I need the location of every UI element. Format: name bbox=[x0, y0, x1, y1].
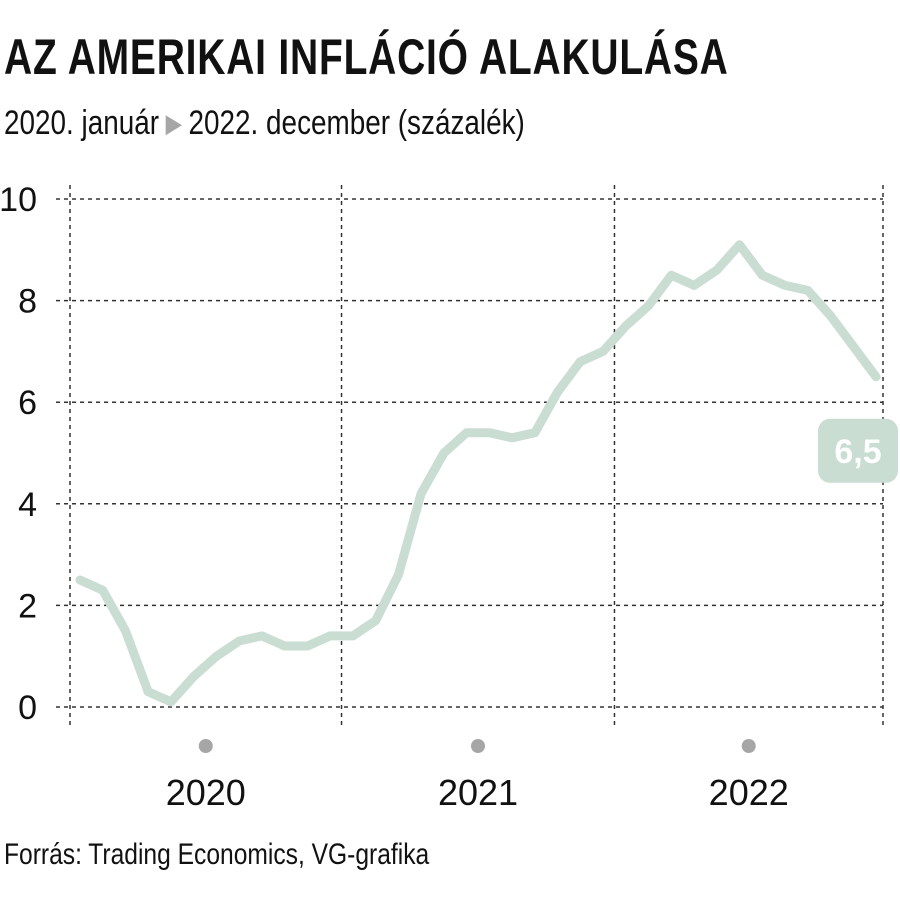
y-tick-label-0: 0 bbox=[18, 689, 37, 727]
chart-subtitle: 2020. január ▶ 2022. december (százalék) bbox=[4, 104, 525, 143]
chart-title: AZ AMERIKAI INFLÁCIÓ ALAKULÁSA bbox=[4, 29, 729, 85]
year-label-2022: 2022 bbox=[709, 772, 789, 813]
end-value-callout: 6,5 bbox=[818, 418, 898, 483]
y-tick-label-8: 8 bbox=[18, 283, 37, 321]
y-tick-label-4: 4 bbox=[18, 486, 37, 524]
x-axis-years: 2020 2021 2022 bbox=[166, 739, 789, 813]
inflation-line bbox=[75, 240, 881, 707]
source-note: Forrás: Trading Economics, VG-grafika bbox=[4, 838, 430, 871]
y-axis-labels: 0 2 4 6 8 10 bbox=[0, 181, 37, 727]
subtitle-end: 2022. december (százalék) bbox=[188, 104, 525, 142]
year-label-2021: 2021 bbox=[438, 772, 518, 813]
y-tick-label-10: 10 bbox=[0, 181, 37, 219]
year-label-2020: 2020 bbox=[166, 772, 246, 813]
y-tick-label-2: 2 bbox=[18, 587, 37, 625]
play-arrow-icon: ▶ bbox=[165, 108, 182, 138]
year-dot-2020 bbox=[198, 739, 213, 753]
subtitle-start: 2020. január bbox=[4, 104, 160, 142]
callout-value: 6,5 bbox=[834, 433, 881, 471]
callout-box bbox=[818, 418, 898, 483]
year-dot-2021 bbox=[471, 739, 485, 753]
y-tick-label-6: 6 bbox=[18, 384, 37, 422]
grid bbox=[56, 185, 884, 727]
year-dot-2022 bbox=[741, 739, 756, 753]
